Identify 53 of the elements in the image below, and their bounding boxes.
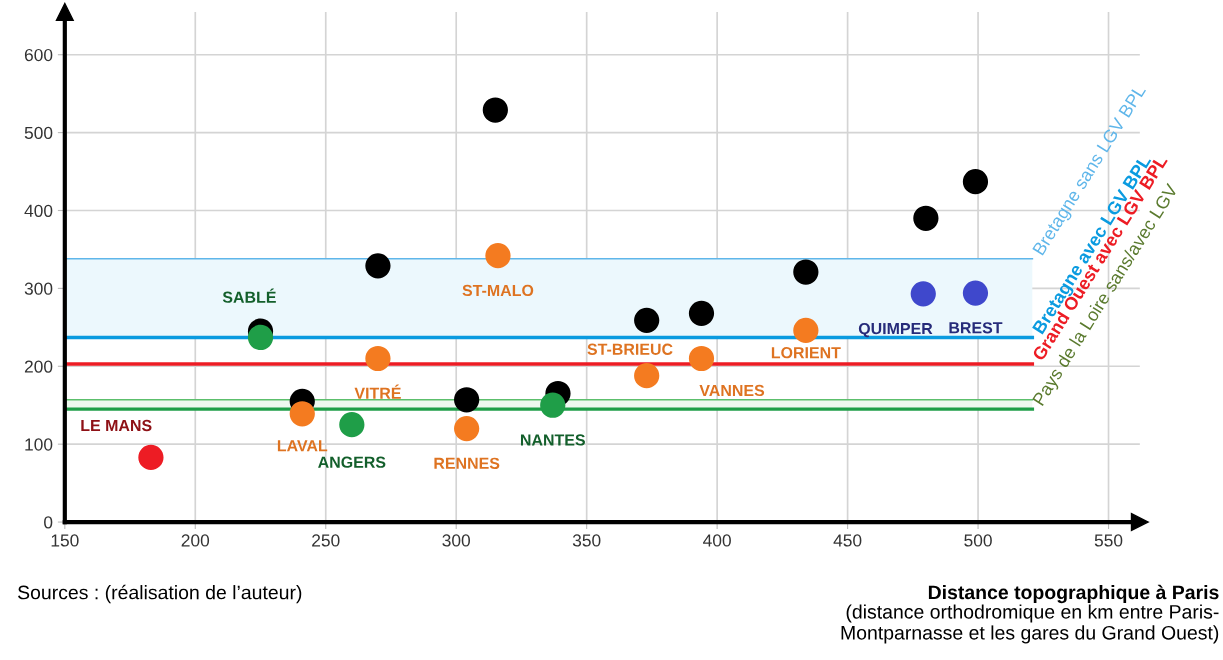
point (793, 317, 819, 344)
point (247, 324, 274, 351)
point (365, 345, 391, 372)
point (962, 280, 989, 306)
point (962, 169, 989, 195)
annotation: LE MANS (81, 419, 152, 432)
x-tick-label: 300 (442, 534, 471, 547)
annotation: VITRÉ (354, 384, 401, 399)
annotation: VANNES (699, 384, 765, 397)
point (485, 243, 511, 269)
x-tick-label: 250 (312, 534, 340, 547)
point (482, 97, 508, 123)
y-tick-label: 500 (24, 126, 53, 140)
annotation: QUIMPER (858, 322, 933, 338)
x-tick-label: 200 (181, 534, 210, 547)
annotation: RENNES (434, 457, 500, 469)
y-tick-label: 300 (24, 282, 53, 295)
annotation: SABLÉ (222, 288, 276, 303)
point (540, 392, 566, 418)
point (289, 401, 315, 427)
point (688, 345, 715, 372)
point (365, 253, 391, 279)
point (913, 205, 939, 231)
x-tick-label: 500 (964, 534, 992, 547)
annotation: NANTES (520, 434, 585, 446)
point (138, 444, 164, 471)
source-note: Sources : (réalisation de l’auteur) (18, 584, 302, 604)
y-tick-label: 400 (24, 204, 53, 217)
annotation: BREST (949, 322, 1003, 334)
y-tick-label: 200 (24, 360, 53, 373)
annotation: ANGERS (318, 456, 386, 468)
point (339, 412, 365, 438)
y-tick-label: 100 (25, 438, 53, 451)
y-tick-label: 600 (24, 48, 53, 62)
x-tick-label: 150 (51, 534, 79, 547)
y-tick-label: 0 (44, 516, 53, 529)
x-tick-label: 400 (703, 534, 731, 547)
x-axis-title: Distance topographique à Paris (928, 584, 1219, 604)
annotation: LORIENT (771, 347, 841, 359)
point (634, 363, 660, 389)
x-tick-label: 450 (833, 534, 862, 547)
point (454, 387, 480, 413)
x-tick-label: 550 (1094, 534, 1123, 547)
point (910, 281, 936, 307)
annotation: ST-MALO (462, 284, 534, 297)
point (634, 307, 660, 333)
point (454, 415, 480, 442)
text: (distance orthodromique en km entre Paris- Montparnasse et les gares du Grand Ouest) (841, 604, 1219, 644)
annotation: ST-BRIEUC (587, 343, 673, 355)
point (688, 300, 715, 326)
annotation: LAVAL (277, 440, 328, 452)
point (793, 259, 819, 285)
x-tick-label: 350 (572, 534, 601, 547)
